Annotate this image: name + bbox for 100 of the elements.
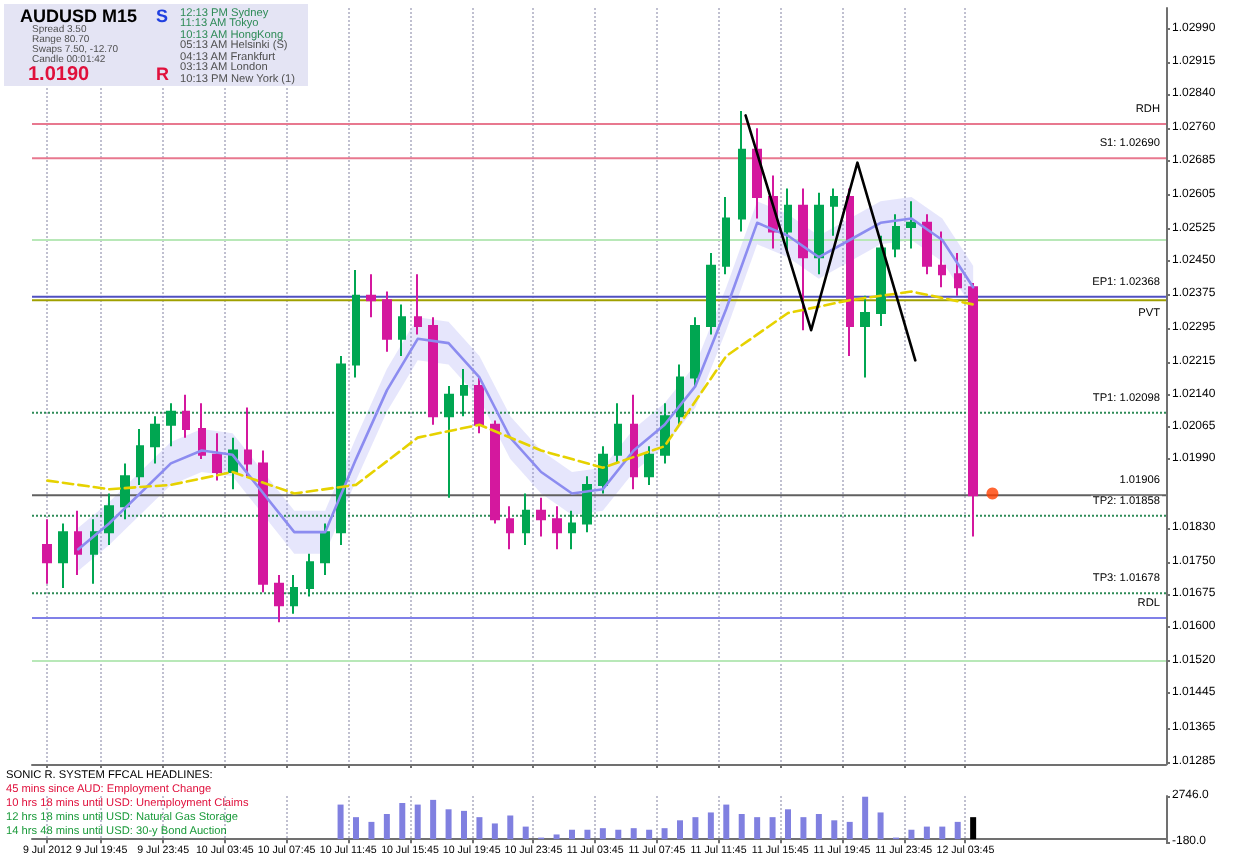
candlestick bbox=[198, 402, 206, 461]
candlestick bbox=[398, 303, 406, 357]
candlestick bbox=[290, 574, 298, 615]
bar bbox=[368, 821, 375, 840]
bar bbox=[599, 828, 606, 840]
bar bbox=[939, 826, 946, 840]
candlestick bbox=[752, 127, 762, 220]
candlestick bbox=[568, 509, 576, 551]
annotation: S bbox=[156, 6, 169, 26]
bar bbox=[630, 828, 637, 840]
bar bbox=[723, 804, 730, 840]
candlestick bbox=[860, 294, 870, 379]
candlestick bbox=[876, 234, 886, 327]
candlestick bbox=[706, 251, 716, 336]
bar bbox=[754, 817, 761, 840]
line-series bbox=[46, 290, 975, 495]
bar bbox=[476, 817, 483, 840]
candlestick bbox=[644, 445, 654, 486]
candlestick bbox=[598, 445, 608, 495]
bar bbox=[908, 829, 915, 840]
candlestick bbox=[552, 505, 562, 551]
candlestick bbox=[274, 574, 284, 624]
candlestick bbox=[136, 428, 144, 486]
candlestick bbox=[690, 316, 700, 388]
candlestick bbox=[336, 355, 346, 547]
candlestick bbox=[630, 393, 638, 491]
candlestick bbox=[58, 522, 68, 589]
candlestick bbox=[506, 505, 514, 551]
bar bbox=[353, 817, 359, 840]
bar bbox=[923, 826, 930, 840]
bar bbox=[383, 814, 390, 840]
candlestick bbox=[414, 273, 422, 336]
bar bbox=[553, 834, 560, 840]
bar bbox=[707, 812, 714, 840]
candlestick bbox=[428, 316, 438, 426]
line-series bbox=[744, 114, 917, 362]
bar bbox=[800, 817, 807, 840]
bar bbox=[445, 809, 452, 840]
candlestick bbox=[150, 415, 160, 465]
candlestick bbox=[906, 200, 916, 250]
annotation: AUDUSD M15 bbox=[20, 5, 138, 25]
candlestick bbox=[444, 385, 454, 499]
bar bbox=[831, 820, 838, 840]
bar bbox=[970, 817, 977, 840]
candlestick bbox=[244, 406, 252, 478]
bar bbox=[785, 809, 791, 840]
candlestick bbox=[892, 213, 900, 259]
bar bbox=[414, 804, 421, 840]
candlestick bbox=[954, 251, 962, 297]
bar bbox=[461, 810, 467, 840]
bar bbox=[584, 829, 591, 840]
bar bbox=[677, 820, 683, 840]
bar bbox=[815, 814, 822, 840]
candlestick bbox=[90, 518, 98, 585]
annotation: R bbox=[156, 64, 169, 84]
candlestick bbox=[582, 475, 592, 534]
candlestick bbox=[522, 492, 530, 547]
candlestick bbox=[922, 213, 932, 276]
candlestick bbox=[738, 110, 746, 233]
candlestick bbox=[42, 518, 52, 585]
candlestick bbox=[830, 187, 838, 237]
bar bbox=[491, 823, 498, 840]
bar bbox=[738, 814, 745, 840]
bar bbox=[769, 817, 776, 840]
bar bbox=[661, 828, 668, 840]
bar bbox=[430, 799, 437, 840]
candlestick bbox=[814, 191, 824, 276]
candlestick bbox=[352, 269, 360, 379]
bar bbox=[615, 829, 622, 840]
candlestick bbox=[166, 402, 176, 448]
candlestick bbox=[306, 552, 314, 598]
candlestick bbox=[460, 367, 468, 418]
candlestick bbox=[968, 281, 978, 538]
bar bbox=[337, 804, 344, 840]
candlestick bbox=[536, 496, 546, 538]
candlestick bbox=[182, 393, 190, 439]
candlestick bbox=[846, 187, 854, 357]
bar bbox=[692, 817, 699, 840]
bar bbox=[399, 803, 406, 840]
candlestick bbox=[676, 363, 684, 426]
candlestick bbox=[120, 462, 130, 521]
candlestick bbox=[784, 187, 792, 254]
bar bbox=[507, 815, 514, 840]
candlestick bbox=[74, 509, 82, 577]
bar bbox=[646, 829, 653, 840]
candlestick bbox=[382, 290, 392, 353]
bar bbox=[522, 826, 529, 840]
bar bbox=[954, 821, 961, 840]
bar bbox=[862, 796, 869, 840]
candlestick bbox=[614, 402, 622, 465]
candlestick bbox=[490, 419, 500, 525]
bar bbox=[846, 821, 853, 840]
candlestick bbox=[320, 522, 330, 577]
bar bbox=[877, 812, 884, 840]
candlestick bbox=[212, 432, 222, 482]
candlestick bbox=[474, 376, 484, 435]
candlestick bbox=[938, 230, 946, 289]
bar bbox=[569, 829, 575, 840]
candlestick bbox=[722, 196, 730, 276]
annotation: 1.0190 bbox=[28, 64, 90, 86]
